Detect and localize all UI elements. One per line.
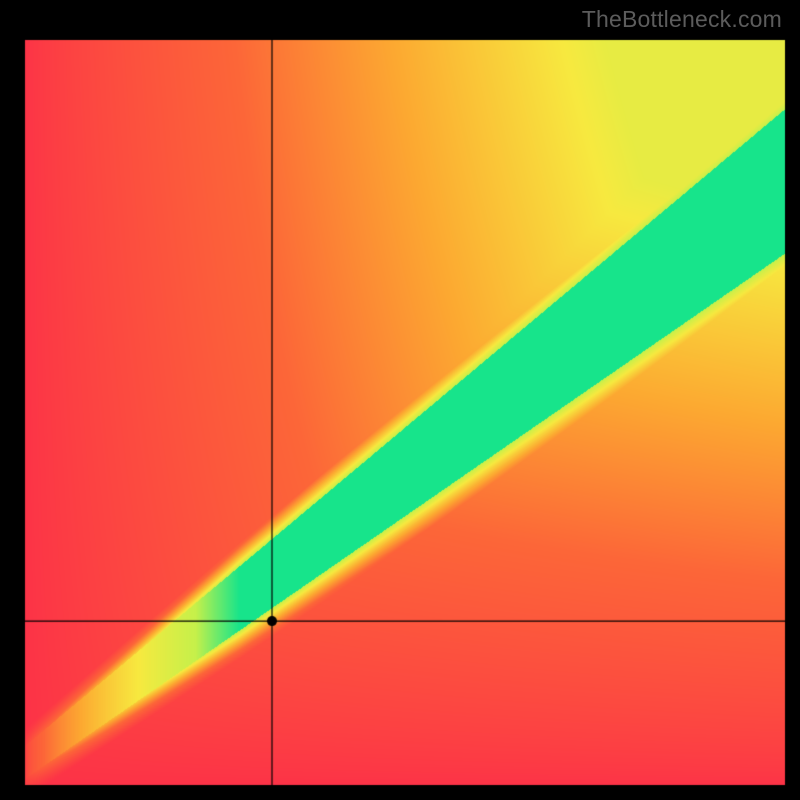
watermark-text: TheBottleneck.com: [582, 6, 782, 33]
chart-container: { "watermark": "TheBottleneck.com", "cha…: [0, 0, 800, 800]
bottleneck-heatmap: [0, 0, 800, 800]
